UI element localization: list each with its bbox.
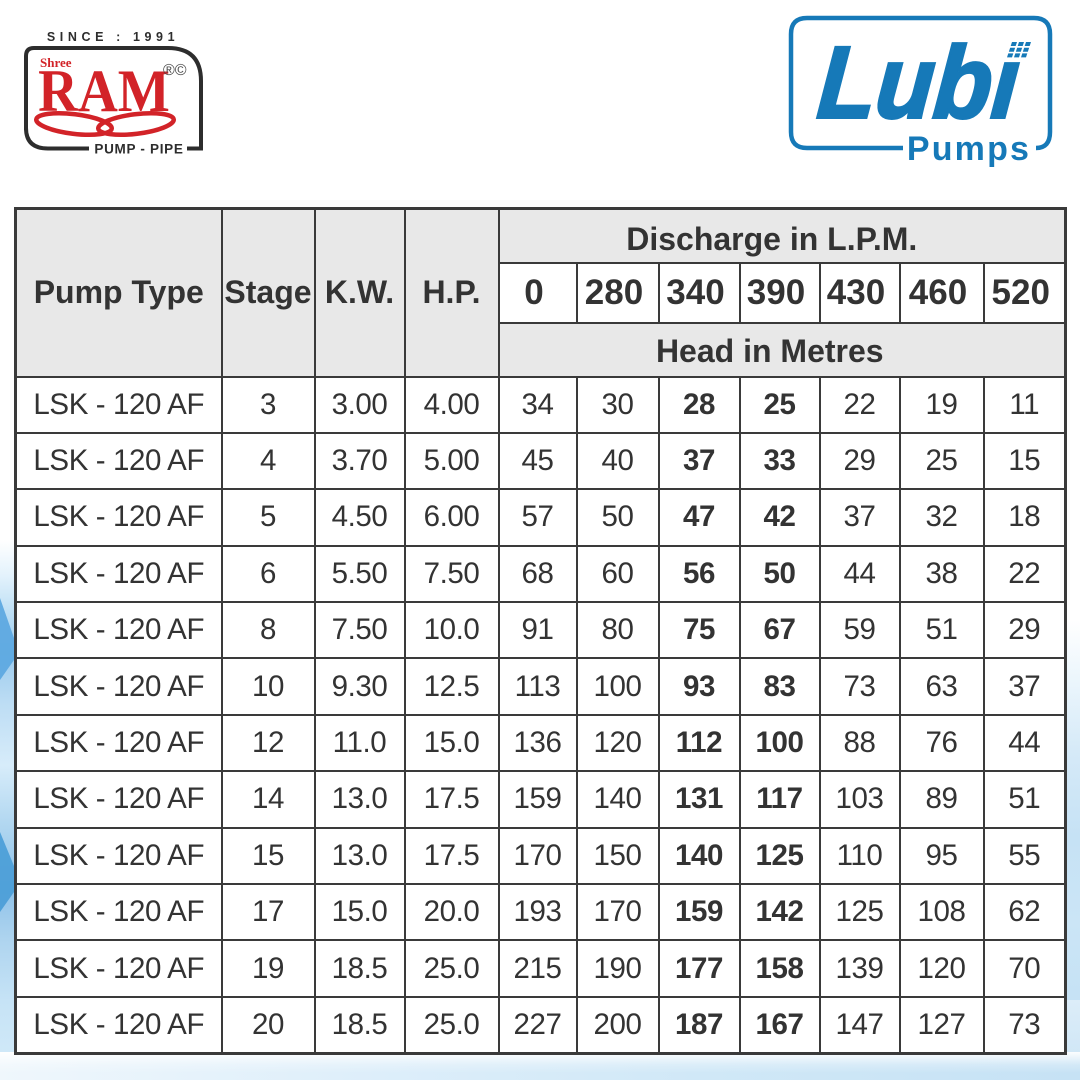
svg-text:Pumps: Pumps [907,130,1031,168]
svg-text:PUMP - PIPE: PUMP - PIPE [94,142,183,157]
svg-text:Lubı: Lubı [814,25,1023,139]
svg-text:SINCE : 1991: SINCE : 1991 [47,30,179,44]
svg-text:®©: ®© [163,62,187,79]
svg-text:Shree: Shree [40,55,72,70]
